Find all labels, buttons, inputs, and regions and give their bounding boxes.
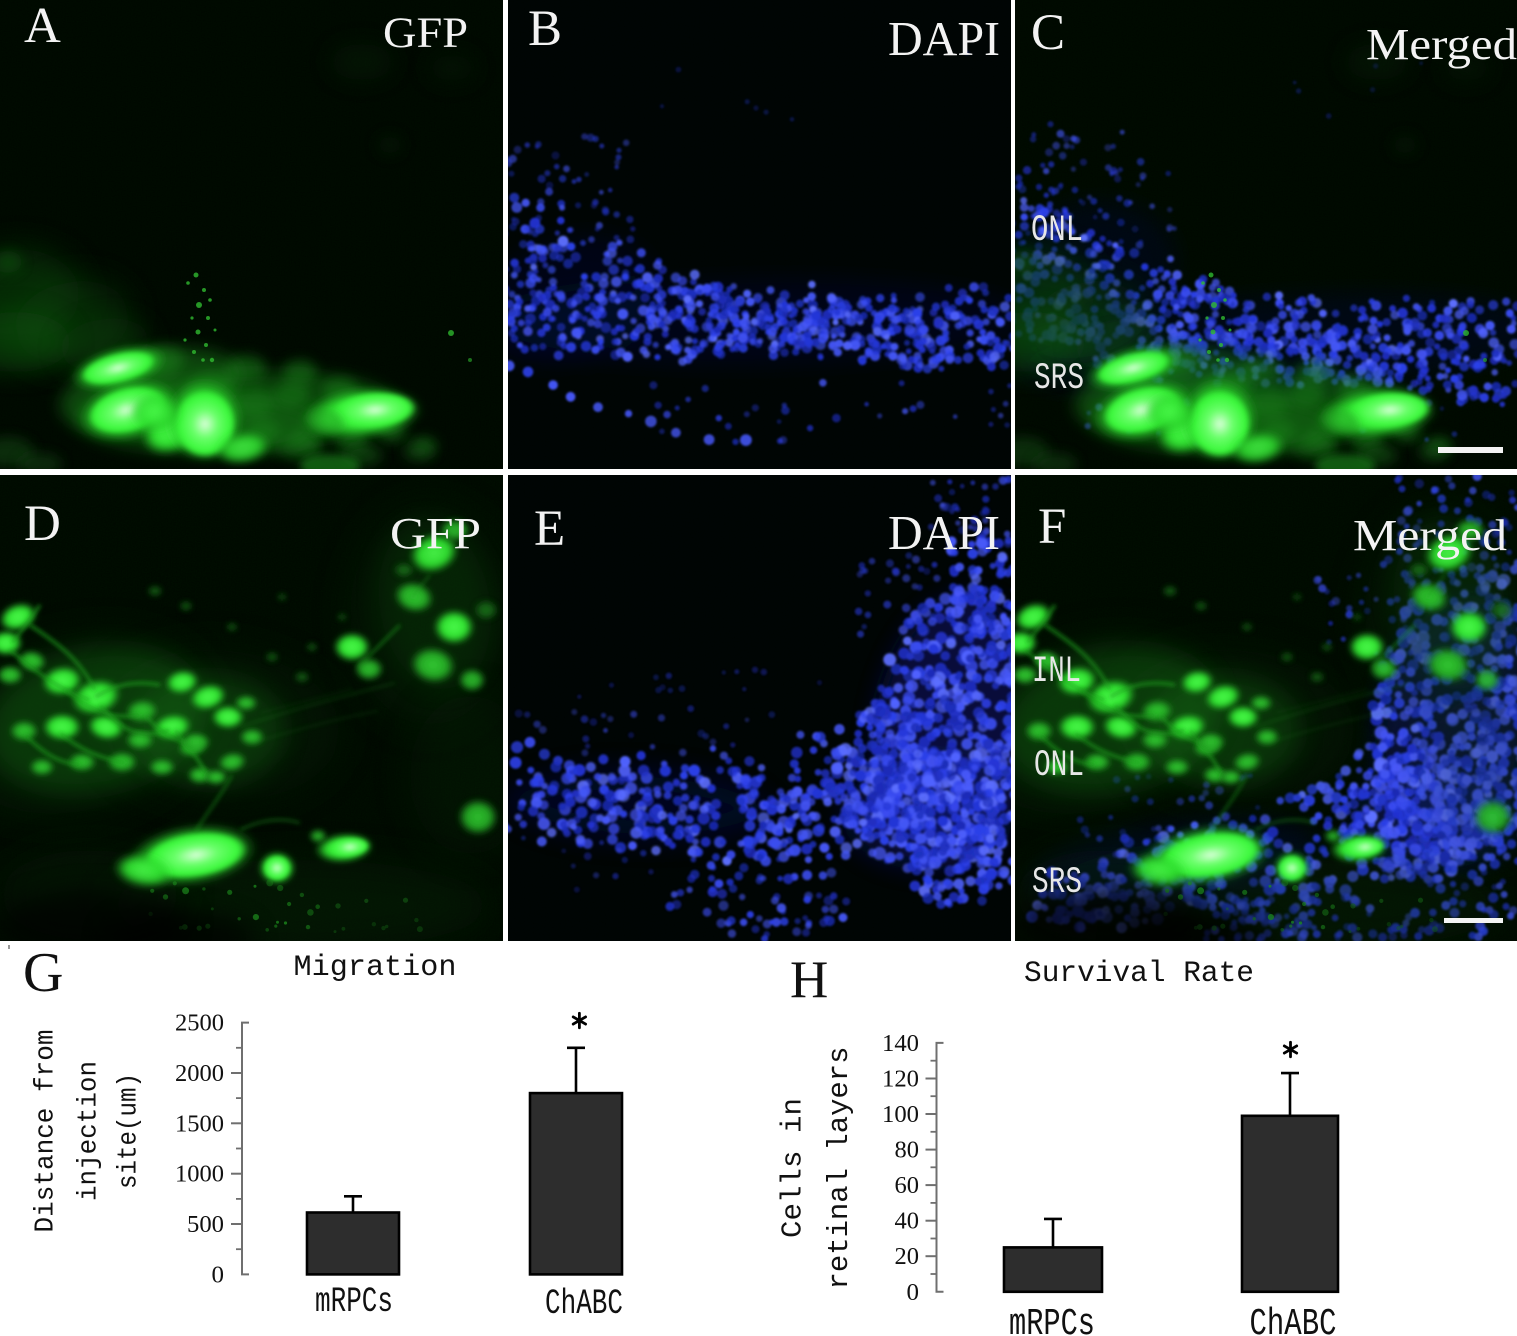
svg-text:ONL: ONL [1031,210,1083,252]
svg-text:Cells in: Cells in [777,1098,810,1238]
svg-text:100: 100 [882,1102,919,1128]
svg-text:site(um): site(um) [115,1073,145,1189]
svg-text:injection: injection [75,1061,105,1201]
svg-text:1500: 1500 [175,1111,224,1137]
svg-text:140: 140 [882,1031,919,1057]
svg-text:Distance from: Distance from [32,1030,62,1233]
svg-text:retinal layers: retinal layers [823,1047,856,1290]
svg-text:SRS: SRS [1034,358,1084,400]
svg-text:DAPI: DAPI [888,505,1000,560]
svg-text:500: 500 [187,1212,224,1238]
svg-text:2500: 2500 [175,1011,224,1037]
svg-text:120: 120 [882,1067,919,1093]
svg-text:C: C [1031,5,1065,61]
svg-text:F: F [1038,499,1066,555]
svg-text:80: 80 [895,1138,920,1164]
svg-text:G: G [23,942,63,1004]
svg-text:GFP: GFP [383,10,468,57]
svg-text:A: A [24,0,61,54]
svg-text:ChABC: ChABC [545,1284,623,1324]
svg-text:Survival Rate: Survival Rate [1024,957,1254,991]
svg-text:DAPI: DAPI [888,11,1000,66]
svg-text:60: 60 [895,1173,920,1199]
svg-text:H: H [790,951,828,1009]
svg-text:INL: INL [1032,651,1081,693]
svg-text:GFP: GFP [390,509,481,558]
svg-text:SRS: SRS [1032,862,1082,904]
svg-text:Merged: Merged [1366,20,1517,69]
svg-text:mRPCs: mRPCs [315,1282,393,1322]
svg-text:E: E [534,501,565,557]
svg-text:0: 0 [212,1262,225,1288]
svg-text:ONL: ONL [1034,745,1084,787]
svg-text:0: 0 [907,1280,920,1306]
svg-text:20: 20 [895,1244,920,1270]
svg-text:D: D [24,496,61,552]
svg-text:Merged: Merged [1353,511,1507,560]
svg-text:40: 40 [895,1209,920,1235]
svg-text:2000: 2000 [175,1061,224,1087]
svg-text:1000: 1000 [175,1162,224,1188]
svg-text:mRPCs: mRPCs [1009,1303,1095,1336]
svg-text:ChABC: ChABC [1250,1303,1337,1336]
svg-text:B: B [528,1,562,57]
svg-text:Migration: Migration [294,951,457,985]
